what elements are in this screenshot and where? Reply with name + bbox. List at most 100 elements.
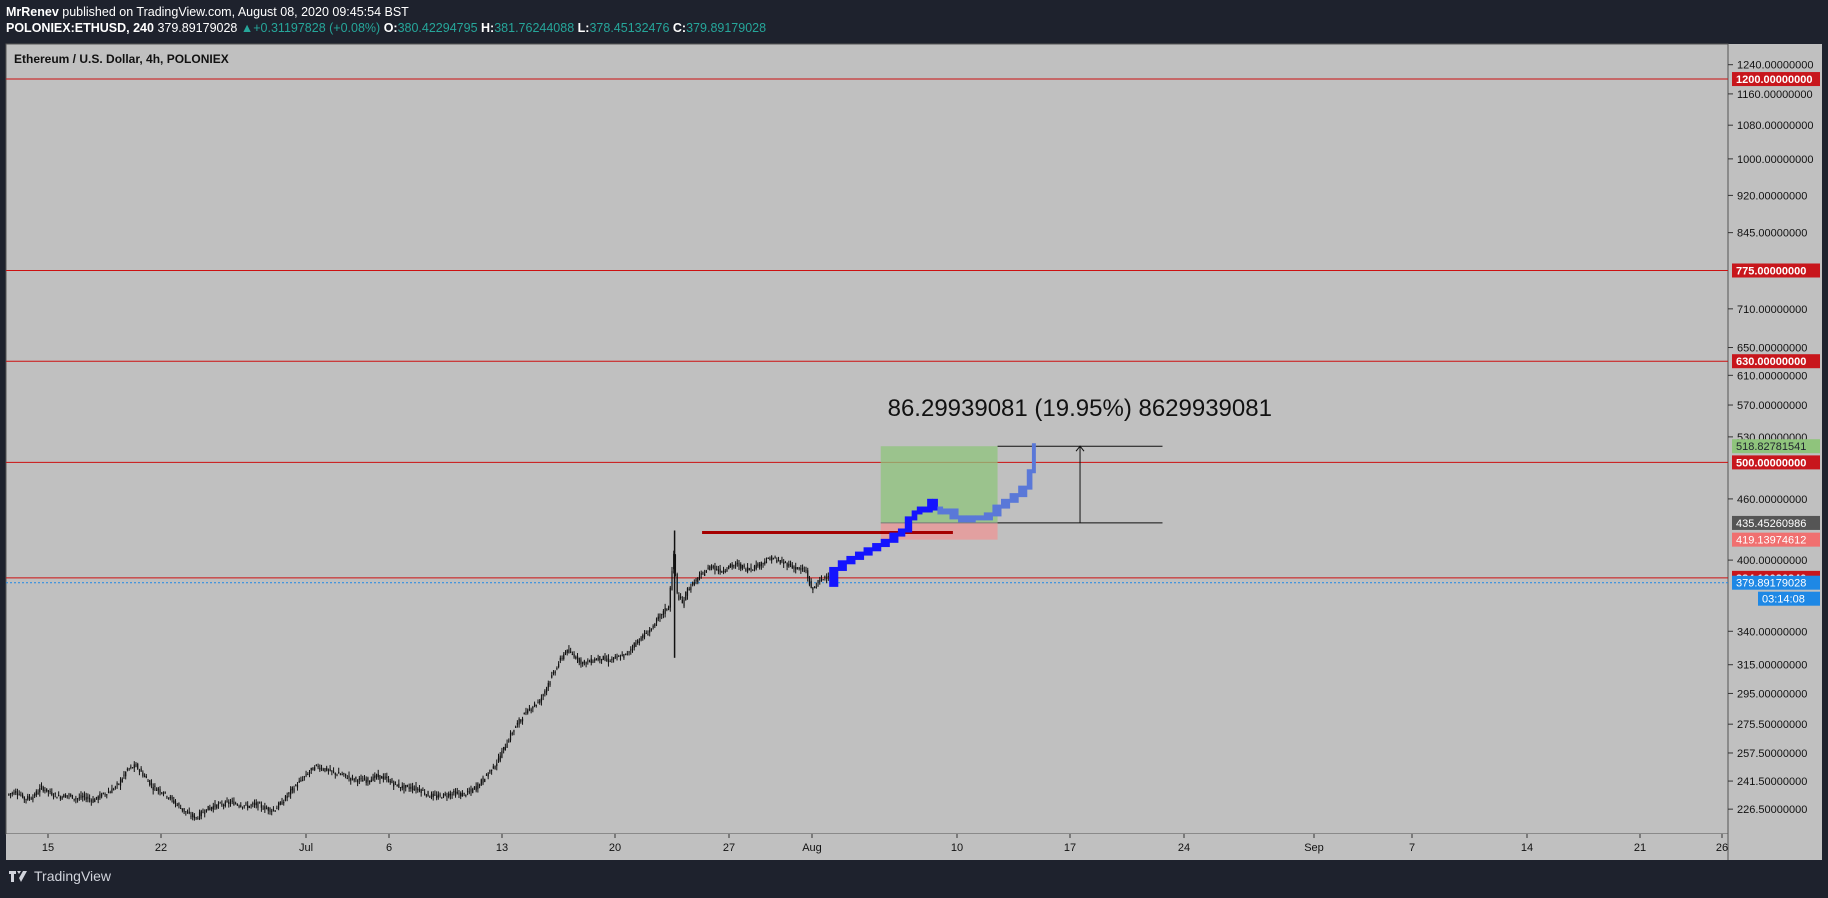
candle xyxy=(200,810,202,817)
candle xyxy=(709,566,711,571)
candle xyxy=(570,651,572,653)
candle xyxy=(142,772,144,777)
time-axis[interactable] xyxy=(6,834,1822,860)
author-name[interactable]: MrRenev xyxy=(6,5,59,19)
candle xyxy=(221,803,223,806)
candle xyxy=(707,567,709,569)
candle xyxy=(482,777,484,784)
candle xyxy=(523,712,525,715)
candle xyxy=(403,785,405,790)
candle xyxy=(545,687,548,693)
projection-bar xyxy=(829,566,839,587)
candle xyxy=(30,798,32,800)
candle xyxy=(759,564,761,568)
candle xyxy=(226,800,228,802)
candle xyxy=(554,671,556,674)
candle xyxy=(760,562,762,566)
x-tick-label: 27 xyxy=(723,842,735,854)
candle xyxy=(207,805,209,811)
candle xyxy=(516,722,518,725)
candle xyxy=(324,768,326,772)
measure-arrow-head-icon xyxy=(1075,445,1085,452)
candle xyxy=(645,632,647,634)
candle xyxy=(511,733,513,735)
candle xyxy=(697,578,699,583)
y-tick-label: 315.00000000 xyxy=(1737,660,1807,672)
candle xyxy=(143,775,146,777)
open-label: O: xyxy=(383,21,398,35)
candle xyxy=(236,804,238,806)
y-tick-label: 710.00000000 xyxy=(1737,304,1807,316)
candle xyxy=(384,776,386,779)
candle xyxy=(267,807,269,811)
projection-bar xyxy=(904,516,913,533)
candle xyxy=(341,773,343,775)
candle xyxy=(44,790,46,792)
candle xyxy=(468,791,470,793)
candle xyxy=(377,773,379,778)
candle xyxy=(643,633,646,638)
high-value: 381.76244088 xyxy=(494,21,575,35)
candle xyxy=(386,776,388,779)
candle xyxy=(362,780,364,782)
x-tick-label: 10 xyxy=(951,842,963,854)
projection-bar xyxy=(872,543,882,552)
candle xyxy=(173,800,175,803)
y-tick-label: 1000.00000000 xyxy=(1737,154,1813,166)
candle xyxy=(740,564,742,569)
candle xyxy=(432,793,434,798)
candle xyxy=(150,783,153,785)
price-axis[interactable] xyxy=(1728,44,1822,834)
candle xyxy=(260,804,263,808)
candle xyxy=(90,800,92,802)
candle xyxy=(138,770,141,772)
candle xyxy=(726,569,728,572)
candle xyxy=(781,559,783,562)
candle xyxy=(350,778,352,781)
candle xyxy=(169,796,171,799)
candle xyxy=(13,791,15,795)
candle xyxy=(363,777,366,781)
candle xyxy=(820,577,823,582)
candle xyxy=(422,789,424,791)
candle xyxy=(803,570,805,572)
candle xyxy=(351,776,354,778)
candle xyxy=(693,582,695,585)
candle xyxy=(34,794,36,796)
candle xyxy=(319,767,321,770)
candle xyxy=(9,793,12,795)
candle xyxy=(791,565,793,569)
candle xyxy=(46,788,48,791)
candle xyxy=(58,795,60,797)
candle xyxy=(63,794,65,798)
projection-bar xyxy=(949,508,959,520)
candle xyxy=(752,569,754,571)
candle xyxy=(789,563,792,565)
y-tick-label: 460.00000000 xyxy=(1737,494,1807,506)
candle xyxy=(600,659,603,661)
candle xyxy=(411,786,414,790)
plot-area[interactable] xyxy=(5,43,1729,835)
candle xyxy=(32,797,34,800)
candle xyxy=(312,767,314,771)
candle xyxy=(300,780,302,782)
publish-line: MrRenev published on TradingView.com, Au… xyxy=(6,4,766,20)
candle xyxy=(441,797,443,799)
candle xyxy=(302,779,304,781)
candle xyxy=(188,811,190,814)
candle xyxy=(71,795,74,799)
close-label: C: xyxy=(672,21,687,35)
x-tick-label: Aug xyxy=(802,842,822,854)
candle xyxy=(75,798,77,800)
candle xyxy=(398,783,400,788)
candle xyxy=(458,793,460,795)
candle xyxy=(827,575,829,577)
candle xyxy=(769,558,771,561)
candle xyxy=(298,780,300,783)
candle xyxy=(370,779,372,783)
candle xyxy=(461,793,464,797)
candle xyxy=(303,776,305,778)
brand-name[interactable]: TradingView xyxy=(34,868,112,884)
candle xyxy=(582,662,584,665)
